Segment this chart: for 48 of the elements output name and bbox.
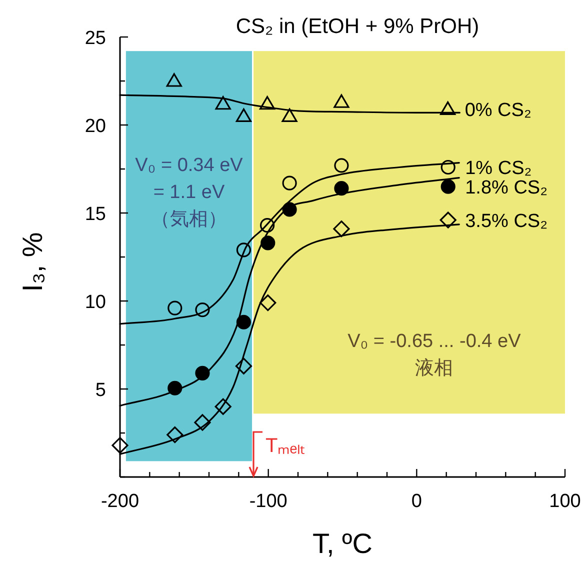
point xyxy=(168,380,182,396)
point xyxy=(282,202,297,217)
point xyxy=(236,314,252,330)
point xyxy=(259,96,276,110)
point xyxy=(215,96,231,110)
point xyxy=(214,398,232,415)
x-axis-title: T, ºC xyxy=(312,528,373,559)
point xyxy=(440,212,456,228)
point xyxy=(333,220,350,238)
point xyxy=(166,426,184,444)
point xyxy=(195,302,210,318)
point xyxy=(236,242,252,258)
ref-line-label: Tₘₑₗₜ xyxy=(266,435,306,457)
band-label: V₀ = 0.34 eV = 1.1 eV （気相） xyxy=(135,154,244,230)
y-tick-label: 15 xyxy=(84,204,106,225)
point xyxy=(168,300,182,316)
band-label: V₀ = -0.65 ... -0.4 eV 液相 xyxy=(348,330,522,379)
point xyxy=(260,218,275,233)
point xyxy=(334,181,349,196)
series-label: 1% CS₂ xyxy=(465,158,532,180)
series-label: 1.8% CS₂ xyxy=(465,178,548,199)
point xyxy=(236,108,252,122)
point xyxy=(440,101,456,115)
point xyxy=(166,73,182,87)
x-tick-label: 100 xyxy=(549,491,581,512)
y-tick-label: 20 xyxy=(84,116,106,137)
x-tick-label: -100 xyxy=(249,491,288,512)
chart-title: CS₂ in (EtOH + 9% PrOH) xyxy=(236,15,480,38)
y-tick-label: 25 xyxy=(84,28,106,49)
point xyxy=(334,158,349,173)
point xyxy=(282,108,298,122)
x-tick-label: 0 xyxy=(411,491,422,512)
point xyxy=(112,437,128,454)
point xyxy=(260,236,276,250)
y-tick-label: 10 xyxy=(84,292,106,313)
point xyxy=(334,94,350,108)
x-tick-label: -200 xyxy=(100,491,140,512)
point xyxy=(440,179,456,194)
series-label: 3.5% CS₂ xyxy=(465,211,548,232)
point xyxy=(195,366,210,380)
point xyxy=(260,294,276,312)
series-label: 0% CS₂ xyxy=(464,100,532,122)
point xyxy=(282,176,297,190)
point xyxy=(440,160,456,175)
point xyxy=(235,358,252,374)
y-tick-label: 5 xyxy=(95,380,106,401)
point xyxy=(194,414,211,431)
y-axis-title: I₃, % xyxy=(17,232,48,292)
